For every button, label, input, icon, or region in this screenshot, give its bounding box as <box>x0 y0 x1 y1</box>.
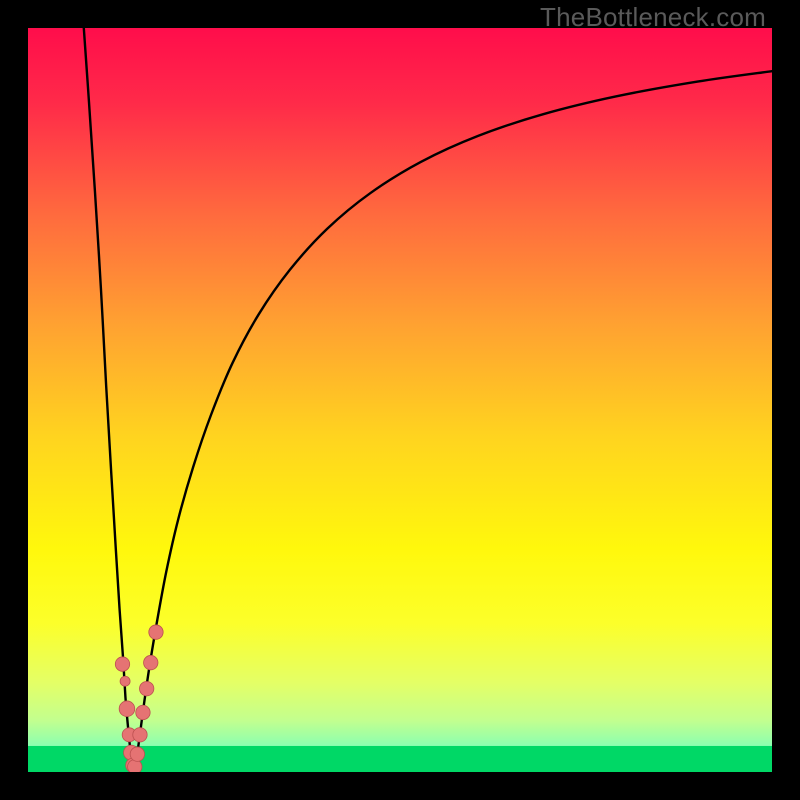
marker-dot <box>128 760 142 772</box>
plot-svg <box>28 28 772 772</box>
marker-dot <box>130 747 144 761</box>
marker-dot <box>139 681 153 695</box>
chart-root: TheBottleneck.com <box>0 0 800 800</box>
marker-dot <box>120 676 130 686</box>
marker-dot <box>119 701 135 717</box>
marker-dot <box>133 728 147 742</box>
marker-dot <box>115 657 129 671</box>
marker-dot <box>149 625 163 639</box>
marker-dot <box>144 655 158 669</box>
plot-area <box>28 28 772 772</box>
marker-dot <box>136 705 150 719</box>
gradient-background <box>28 28 772 772</box>
